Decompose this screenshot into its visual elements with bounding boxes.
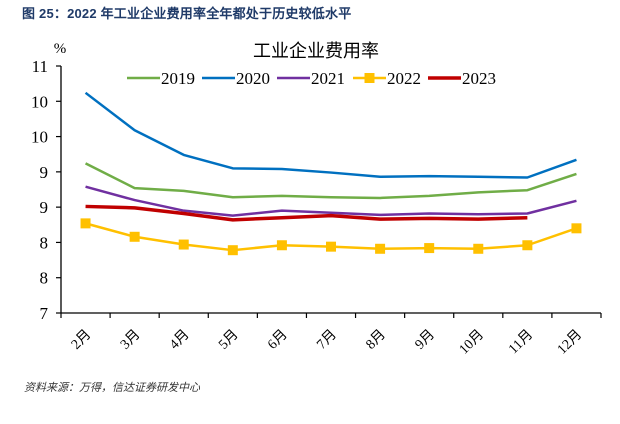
legend-label-2020: 2020	[236, 69, 270, 88]
y-tick-label: 8	[40, 269, 49, 288]
legend-label-2019: 2019	[161, 69, 195, 88]
data-point-2022	[326, 241, 336, 252]
x-tick-label: 10月	[456, 327, 487, 358]
data-point-2022	[80, 218, 91, 229]
y-tick-label: 9	[40, 198, 49, 217]
series-line-2023	[85, 204, 528, 222]
series-line-2021	[85, 185, 577, 217]
data-point-2022	[375, 243, 386, 254]
y-tick-label: 11	[32, 57, 48, 76]
legend-item-2023: 2023	[428, 69, 496, 88]
data-point-2022	[178, 239, 189, 250]
series-2020	[84, 91, 577, 179]
series-2021	[85, 185, 577, 217]
chart-title: 工业企业费用率	[253, 41, 379, 61]
x-tick-label: 2月	[68, 327, 94, 353]
data-point-2022	[571, 223, 582, 234]
x-tick-label: 4月	[166, 327, 192, 353]
legend: 2019 2020 2021 2022 2023	[127, 69, 496, 88]
y-tick-label: 10	[31, 92, 48, 111]
x-tick-label: 3月	[117, 327, 143, 353]
legend-marker-2022	[364, 73, 375, 83]
x-tick-label: 5月	[215, 327, 241, 353]
data-point-2022	[424, 243, 435, 254]
data-point-2022	[276, 240, 287, 251]
x-tick-label: 7月	[314, 327, 340, 353]
data-point-2022	[473, 243, 484, 254]
figure-title: 图 25：2022 年工业企业费用率全年都处于历史较低水平	[22, 6, 352, 21]
legend-label-2021: 2021	[311, 69, 345, 88]
series-line-2019	[84, 162, 577, 200]
series-layer	[80, 91, 582, 256]
legend-label-2022: 2022	[387, 69, 421, 88]
data-point-2022	[227, 245, 238, 256]
x-tick-label: 8月	[363, 327, 389, 353]
data-point-2022	[129, 231, 140, 242]
series-2019	[84, 162, 577, 200]
x-tick-label: 6月	[265, 327, 291, 353]
source-note: 资料来源：万得，信达证券研发中心	[24, 381, 200, 394]
x-tick-label: 9月	[412, 327, 438, 353]
y-tick-label: 10	[31, 128, 48, 147]
legend-item-2019: 2019	[127, 69, 195, 88]
y-tick-label: 8	[40, 233, 49, 252]
y-tick-label: 9	[40, 163, 49, 182]
legend-item-2021: 2021	[277, 69, 345, 88]
legend-label-2023: 2023	[462, 69, 496, 88]
legend-item-2020: 2020	[202, 69, 270, 88]
data-point-2022	[522, 240, 533, 251]
x-tick-label: 11月	[505, 327, 536, 358]
series-line-2020	[84, 91, 577, 179]
y-tick-label: 7	[40, 304, 49, 323]
legend-item-2022: 2022	[353, 69, 421, 88]
series-2023	[85, 204, 528, 222]
series-2022	[80, 218, 582, 256]
y-axis-unit-label: %	[54, 41, 67, 57]
x-tick-label: 12月	[554, 327, 585, 358]
